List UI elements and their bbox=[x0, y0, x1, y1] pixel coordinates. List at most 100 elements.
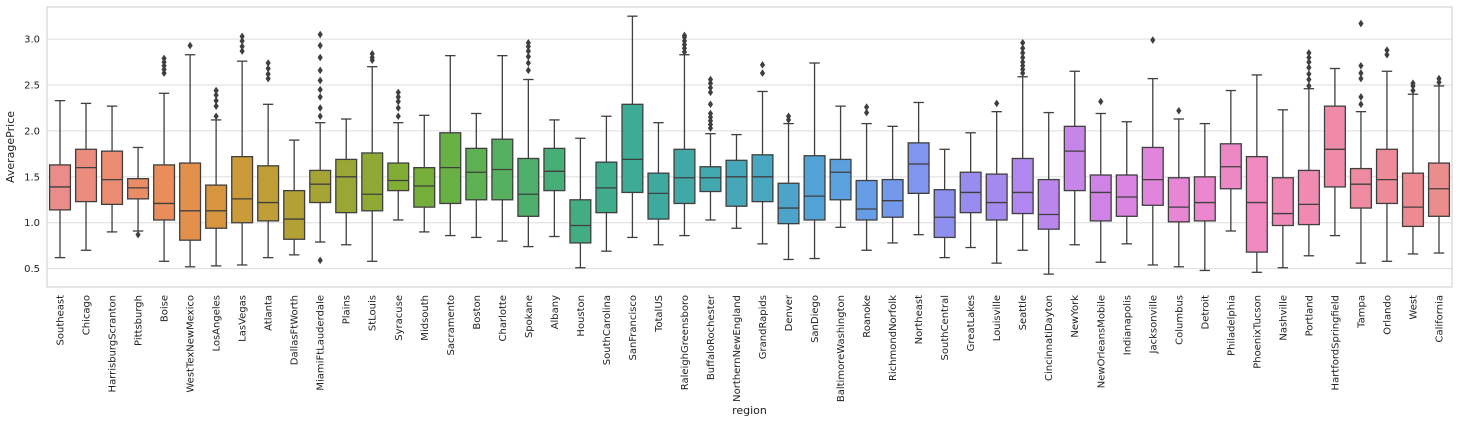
iqr-box bbox=[933, 189, 956, 239]
box-RichmondNorfolk bbox=[881, 125, 904, 244]
outlier-point bbox=[525, 52, 531, 61]
box-LasVegas bbox=[231, 32, 254, 266]
outlier-point bbox=[395, 93, 401, 101]
x-tick-label: GreatLakes bbox=[966, 295, 977, 351]
x-tick-label: RichmondNorfolk bbox=[888, 295, 899, 381]
iqr-box bbox=[517, 157, 540, 217]
outlier-point bbox=[395, 112, 401, 121]
outlier-point bbox=[1176, 106, 1182, 115]
y-axis-ticks: 0.5 1.0 1.5 2.0 2.5 3.0 bbox=[24, 35, 40, 276]
x-tick-label: Indianapolis bbox=[1122, 295, 1133, 355]
outlier-point bbox=[707, 100, 714, 109]
x-tick-label: NewYork bbox=[1070, 295, 1081, 338]
outlier-point bbox=[213, 91, 219, 99]
iqr-box bbox=[1193, 176, 1216, 222]
box-Atlanta bbox=[257, 59, 280, 259]
iqr-box bbox=[1167, 177, 1190, 223]
iqr-box bbox=[1115, 174, 1138, 217]
outlier-point bbox=[317, 104, 323, 112]
iqr-box bbox=[1349, 167, 1372, 209]
box-Spokane bbox=[517, 39, 540, 248]
iqr-box bbox=[1401, 172, 1425, 228]
iqr-box bbox=[1323, 105, 1346, 188]
box-Boise bbox=[153, 54, 176, 262]
x-tick-label: SanDiego bbox=[810, 295, 821, 343]
outlier-point bbox=[369, 50, 375, 58]
iqr-box bbox=[100, 150, 124, 206]
iqr-box bbox=[465, 147, 488, 201]
box-NewYork bbox=[1063, 70, 1086, 246]
box-NewOrleansMobile bbox=[1089, 97, 1112, 263]
outlier-point bbox=[1410, 79, 1416, 87]
outlier-point bbox=[1358, 93, 1364, 101]
outlier-point bbox=[1306, 70, 1312, 78]
x-tick-label: Philadelphia bbox=[1226, 295, 1237, 356]
outlier-point bbox=[317, 53, 323, 62]
x-tick-label: TotalUS bbox=[654, 295, 665, 333]
x-tick-label: GrandRapids bbox=[758, 295, 769, 359]
box-GrandRapids bbox=[751, 61, 774, 245]
iqr-box bbox=[1011, 157, 1034, 215]
outlier-point bbox=[759, 61, 766, 69]
x-tick-label: West bbox=[1408, 295, 1419, 320]
box-Houston bbox=[569, 137, 592, 269]
iqr-box bbox=[985, 173, 1008, 221]
iqr-box bbox=[1245, 155, 1268, 253]
outlier-point bbox=[317, 30, 323, 39]
iqr-box bbox=[673, 148, 696, 205]
outlier-point bbox=[239, 32, 245, 41]
box-Boston bbox=[465, 112, 488, 239]
outlier-point bbox=[525, 47, 531, 55]
iqr-box bbox=[855, 179, 878, 221]
outlier-point bbox=[1358, 61, 1364, 70]
x-tick-label: Chicago bbox=[82, 295, 93, 335]
box-Indianapolis bbox=[1115, 121, 1138, 245]
outlier-point bbox=[213, 112, 219, 121]
iqr-box bbox=[647, 172, 670, 220]
box-Charlotte bbox=[491, 55, 514, 242]
x-tick-label: WestTexNewMexico bbox=[186, 295, 197, 393]
box-Nashville bbox=[1271, 109, 1294, 269]
outlier-point bbox=[239, 47, 245, 55]
iqr-box bbox=[569, 199, 592, 244]
iqr-box bbox=[387, 162, 410, 192]
outlier-point bbox=[395, 88, 401, 97]
outlier-point bbox=[707, 83, 714, 92]
iqr-box bbox=[179, 162, 202, 241]
x-tick-label: Southeast bbox=[56, 295, 67, 346]
iqr-box bbox=[205, 184, 228, 229]
x-tick-label: Columbus bbox=[1174, 295, 1185, 345]
box-Detroit bbox=[1193, 122, 1216, 272]
outlier-point bbox=[1098, 97, 1104, 106]
x-tick-label: Denver bbox=[784, 294, 795, 331]
box-WestTexNewMexico bbox=[179, 41, 202, 268]
outlier-point bbox=[161, 54, 167, 63]
box-BaltimoreWashington bbox=[829, 105, 852, 228]
x-tick-label: Pittsburgh bbox=[134, 295, 145, 346]
plot-frame bbox=[46, 6, 1453, 288]
x-tick-label: SanFrancisco bbox=[628, 295, 639, 361]
x-tick-label: Jacksonville bbox=[1148, 295, 1159, 354]
box-Roanoke bbox=[855, 103, 878, 251]
outlier-point bbox=[994, 99, 1000, 108]
x-tick-label: Louisville bbox=[992, 295, 1003, 341]
x-tick-label: NorthernNewEngland bbox=[732, 295, 743, 402]
y-tick-label: 3.0 bbox=[24, 35, 40, 46]
y-tick-label: 1.5 bbox=[24, 172, 40, 183]
outlier-point bbox=[265, 74, 271, 83]
x-tick-label: Syracuse bbox=[394, 295, 405, 341]
x-tick-label: SouthCentral bbox=[940, 295, 951, 360]
x-tick-label: HarrisburgScranton bbox=[108, 295, 119, 392]
outlier-point bbox=[213, 86, 219, 95]
box-Columbus bbox=[1167, 106, 1190, 268]
grid bbox=[47, 38, 1452, 270]
outlier-point bbox=[317, 41, 323, 50]
box-Philadelphia bbox=[1219, 89, 1242, 232]
outlier-point bbox=[317, 256, 323, 265]
box-GreatLakes bbox=[959, 132, 982, 249]
outlier-point bbox=[1150, 36, 1156, 44]
x-tick-label: Albany bbox=[550, 295, 561, 329]
outlier-point bbox=[239, 37, 245, 45]
box-TotalUS bbox=[647, 122, 670, 246]
box-California bbox=[1427, 74, 1451, 254]
